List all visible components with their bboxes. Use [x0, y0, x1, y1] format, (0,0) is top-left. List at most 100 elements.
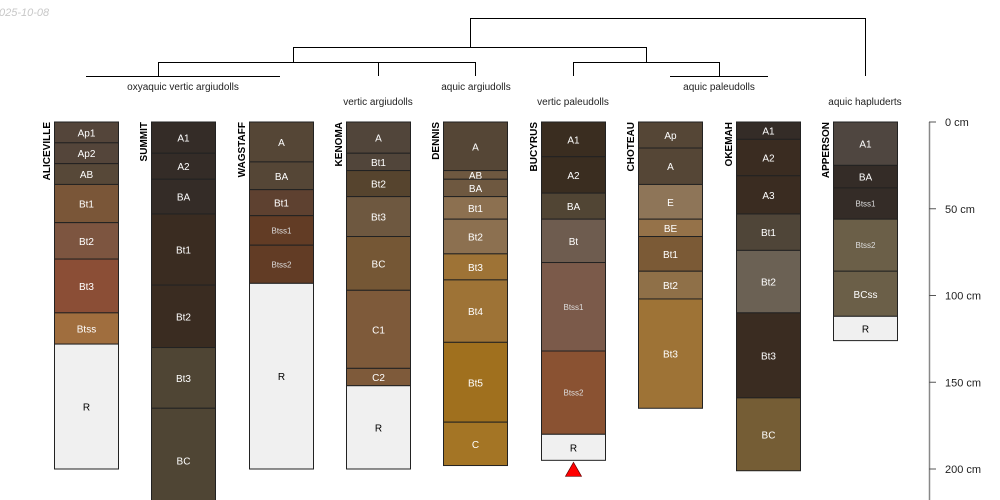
horizon-label: R [862, 324, 869, 335]
horizon-label: Btss1 [855, 200, 876, 209]
horizon-label: Bt4 [468, 307, 483, 318]
horizon-label: Bt [569, 237, 579, 248]
horizon-a3 [736, 175, 801, 215]
horizon-label: A [472, 142, 479, 153]
horizon-label: A2 [177, 162, 190, 173]
horizon-label: A2 [762, 154, 775, 165]
horizon-bt3 [151, 347, 216, 409]
horizon-c [443, 421, 508, 467]
horizon-label: A [375, 134, 382, 145]
horizon-label: Bt3 [663, 350, 678, 361]
horizon-bt1 [54, 183, 119, 224]
horizon-label: Bt2 [663, 281, 678, 292]
horizon-label: E [667, 198, 674, 209]
horizon-label: BA [859, 173, 873, 184]
horizon-ap [638, 121, 703, 149]
horizon-label: Bt1 [761, 228, 776, 239]
profile-name: BUCYRUS [529, 122, 540, 172]
horizon-label: Bt5 [468, 378, 483, 389]
horizon-label: Bt1 [274, 199, 289, 210]
horizon-btss2 [833, 218, 898, 272]
dendrogram-branch [573, 62, 720, 76]
horizon-bt4 [443, 279, 508, 343]
horizon-r [541, 433, 606, 461]
horizon-bt2 [443, 218, 508, 255]
horizon-label: Bt2 [371, 180, 386, 191]
horizon-r [249, 282, 314, 470]
horizon-label: A3 [762, 191, 775, 202]
depth-axis: 0 cm 50 cm 100 cm 150 cm 200 cm [928, 117, 981, 500]
horizon-label: BCss [854, 290, 878, 301]
soil-profile-apperson: A1 BA Btss1 Btss2 BCss R APPERSON [821, 121, 898, 342]
horizon-bcss [833, 270, 898, 317]
horizon-bt2 [638, 270, 703, 300]
horizon-r [346, 385, 411, 470]
horizon-label: Bt3 [468, 263, 483, 274]
date-stamp: 025-10-08 [0, 7, 50, 19]
horizon-r [833, 315, 898, 342]
horizon-bt5 [443, 341, 508, 423]
horizon-ba [249, 161, 314, 191]
horizon-btss [54, 312, 119, 345]
profile-name: CHOTEAU [626, 122, 637, 171]
horizon-label: A [278, 138, 285, 149]
dendrogram-branch [470, 18, 866, 76]
soil-profile-dennis: A AB BA Bt1 Bt2 Bt3 Bt4 Bt5 C DENNIS [431, 121, 508, 467]
dendrogram-branch [158, 62, 476, 76]
horizon-bt3 [443, 253, 508, 281]
depth-tick-label: 150 cm [945, 377, 981, 389]
horizon-label: A1 [177, 134, 190, 145]
horizon-label: Ap2 [78, 149, 96, 160]
taxon-label: aquic argiudolls [441, 82, 511, 93]
profile-name: APPERSON [821, 122, 832, 178]
horizon-label: Btss2 [855, 241, 876, 250]
horizon-label: AB [469, 171, 483, 182]
depth-tick-label: 0 cm [945, 117, 969, 129]
horizon-label: BA [567, 202, 581, 213]
horizon-a [249, 121, 314, 163]
horizon-btss1 [833, 187, 898, 220]
profile-name: WAGSTAFF [237, 122, 248, 177]
horizon-label: BA [275, 172, 289, 183]
horizon-label: Bt3 [176, 374, 191, 385]
profile-name: OKEMAH [724, 122, 735, 166]
taxon-label: oxyaquic vertic argiudolls [127, 82, 239, 93]
horizon-label: Bt2 [761, 278, 776, 289]
horizon-label: A2 [567, 171, 580, 182]
horizon-label: R [570, 443, 577, 454]
horizon-label: Ap [664, 131, 677, 142]
horizon-label: BA [469, 184, 483, 195]
horizon-label: BA [177, 193, 191, 204]
soil-profile-aliceville: Ap1 Ap2 AB Bt1 Bt2 Bt3 Btss R ALICEVILLE [42, 121, 119, 470]
horizon-label: Bt1 [663, 250, 678, 261]
horizon-r [54, 343, 119, 470]
horizon-ba [151, 178, 216, 215]
soil-profile-choteau: Ap A E BE Bt1 Bt2 Bt3 CHOTEAU [626, 121, 703, 409]
warning-marker-icon [564, 461, 583, 477]
dendrogram-branch [293, 47, 647, 62]
taxon-label: aquic paleudolls [683, 82, 755, 93]
horizon-bt2 [736, 249, 801, 314]
horizon-bt3 [736, 312, 801, 399]
horizon-bt1 [736, 213, 801, 251]
horizon-label: Bt3 [371, 213, 386, 224]
horizon-btss2 [249, 244, 314, 284]
depth-tick-label: 200 cm [945, 464, 981, 476]
dendrogram [86, 18, 866, 77]
horizon-bt2 [346, 170, 411, 198]
horizon-bt1 [151, 213, 216, 286]
horizon-label: Bt1 [176, 246, 191, 257]
horizon-label: BC [177, 456, 191, 467]
horizon-label: Bt2 [79, 237, 94, 248]
horizon-bt3 [638, 298, 703, 409]
profile-name: DENNIS [431, 122, 442, 160]
profile-name: KENOMA [334, 122, 345, 166]
horizon-label: R [83, 403, 90, 414]
horizon-a1 [151, 121, 216, 154]
taxon-label: vertic argiudolls [343, 97, 412, 108]
horizon-bc [151, 407, 216, 500]
horizon-label: Bt1 [79, 200, 94, 211]
horizon-label: Btss2 [563, 389, 584, 398]
horizon-label: C [472, 440, 479, 451]
horizon-bt [541, 218, 606, 264]
